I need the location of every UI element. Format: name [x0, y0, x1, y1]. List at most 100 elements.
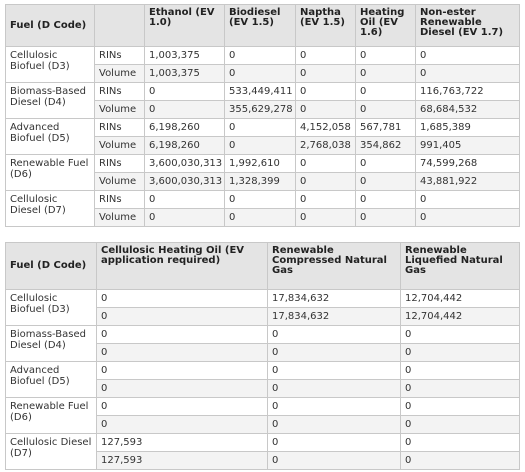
value-cell: 0: [295, 82, 356, 101]
value-cell: 0: [224, 136, 296, 155]
value-cell: 0: [267, 361, 401, 380]
value-cell: 0: [144, 208, 225, 227]
value-cell: 17,834,632: [267, 307, 401, 326]
rins-label: RINs: [94, 82, 145, 101]
value-cell: 0: [96, 361, 268, 380]
table-header-row: Fuel (D Code) Ethanol (EV 1.0) Biodiesel…: [5, 4, 520, 47]
value-cell: 0: [267, 343, 401, 362]
biodiesel-header: Biodiesel (EV 1.5): [224, 4, 296, 47]
value-cell: 12,704,442: [400, 307, 520, 326]
naptha-header: Naptha (EV 1.5): [295, 4, 356, 47]
value-cell: 0: [400, 325, 520, 344]
table-row: Biomass-Based Diesel (D4) RINs 0 533,449,41…: [5, 82, 520, 119]
value-cell: 0: [400, 415, 520, 434]
value-cell: 43,881,922: [415, 172, 520, 191]
value-cell: 0: [267, 433, 401, 452]
heating-oil-header: Heating Oil (EV 1.6): [355, 4, 416, 47]
value-cell: 0: [400, 361, 520, 380]
renewable-cng-header: Renewable Compressed Natural Gas: [267, 242, 401, 290]
value-cell: 0: [355, 208, 416, 227]
value-cell: 0: [400, 343, 520, 362]
value-cell: 0: [224, 64, 296, 83]
value-cell: 127,593: [96, 433, 268, 452]
value-cell: 0: [400, 433, 520, 452]
value-cell: 0: [267, 325, 401, 344]
value-cell: 0: [400, 397, 520, 416]
value-cell: 0: [295, 208, 356, 227]
value-cell: 12,704,442: [400, 289, 520, 308]
value-cell: 533,449,411: [224, 82, 296, 101]
value-cell: 4,152,058: [295, 118, 356, 137]
value-cell: 0: [415, 208, 520, 227]
table-row: Advanced Biofuel (D5) 0 0 0: [5, 361, 520, 398]
value-cell: 355,629,278: [224, 100, 296, 119]
value-cell: 1,685,389: [415, 118, 520, 137]
rin-generation-table-2: Fuel (D Code) Cellulosic Heating Oil (EV…: [5, 242, 520, 470]
volume-label: Volume: [94, 208, 145, 227]
value-cell: 0: [355, 46, 416, 65]
value-cell: 0: [144, 82, 225, 101]
value-cell: 0: [144, 190, 225, 209]
fuel-name-cell: Advanced Biofuel (D5): [5, 118, 95, 155]
table-body: Cellulosic Biofuel (D3) 0 17,834,632 12,704…: [5, 289, 520, 470]
fuel-name-cell: Renewable Fuel (D6): [5, 397, 97, 434]
table-row: Cellulosic Diesel (D7) 127,593 0 0: [5, 433, 520, 470]
fuel-name-cell: Biomass-Based Diesel (D4): [5, 325, 97, 362]
value-cell: 567,781: [355, 118, 416, 137]
value-cell: 2,768,038: [295, 136, 356, 155]
value-cell: 991,405: [415, 136, 520, 155]
value-cell: 116,763,722: [415, 82, 520, 101]
value-cell: 0: [267, 397, 401, 416]
fuel-name-cell: Biomass-Based Diesel (D4): [5, 82, 95, 119]
fuel-name-cell: Cellulosic Biofuel (D3): [5, 289, 97, 326]
value-cell: 0: [355, 172, 416, 191]
rin-generation-table: Fuel (D Code) Ethanol (EV 1.0) Biodiesel…: [5, 4, 520, 227]
table-row: Cellulosic Diesel (D7) RINs 0 0 0 0 0: [5, 190, 520, 227]
value-cell: 0: [295, 190, 356, 209]
value-cell: 0: [267, 451, 401, 470]
value-cell: 3,600,030,313: [144, 172, 225, 191]
value-cell: 1,003,375: [144, 46, 225, 65]
value-cell: 0: [96, 397, 268, 416]
value-cell: 0: [355, 190, 416, 209]
value-cell: 0: [96, 289, 268, 308]
fuel-name-cell: Cellulosic Diesel (D7): [5, 433, 97, 470]
table-row: Volume 0 0 0 0 0: [6, 208, 520, 227]
volume-label: Volume: [94, 64, 145, 83]
renewable-lng-header: Renewable Liquefied Natural Gas: [400, 242, 520, 290]
value-cell: 0: [224, 208, 296, 227]
fuel-name-cell: Cellulosic Diesel (D7): [5, 190, 95, 227]
non-ester-diesel-header: Non-ester Renewable Diesel (EV 1.7): [415, 4, 520, 47]
value-cell: 0: [144, 100, 225, 119]
table-row: Cellulosic Biofuel (D3) 0 17,834,632 12,704…: [5, 289, 520, 326]
value-cell: 0: [355, 82, 416, 101]
value-cell: 0: [96, 379, 268, 398]
value-cell: 0: [96, 415, 268, 434]
value-cell: 354,862: [355, 136, 416, 155]
fuel-header: Fuel (D Code): [5, 4, 95, 47]
value-cell: 0: [96, 343, 268, 362]
fuel-name-cell: Cellulosic Biofuel (D3): [5, 46, 95, 83]
rins-label: RINs: [94, 118, 145, 137]
value-cell: 1,003,375: [144, 64, 225, 83]
volume-label: Volume: [94, 172, 145, 191]
value-cell: 6,198,260: [144, 136, 225, 155]
value-cell: 3,600,030,313: [144, 154, 225, 173]
table-row: Cellulosic Biofuel (D3) RINs 1,003,375 0 0 0 0: [5, 46, 520, 83]
value-cell: 0: [355, 100, 416, 119]
value-cell: 0: [224, 118, 296, 137]
value-cell: 6,198,260: [144, 118, 225, 137]
value-cell: 127,593: [96, 451, 268, 470]
value-cell: 17,834,632: [267, 289, 401, 308]
value-cell: 0: [415, 190, 520, 209]
value-cell: 0: [415, 64, 520, 83]
value-cell: 0: [224, 190, 296, 209]
table-row: Volume 3,600,030,313 1,328,399 0 0 43,881,922: [6, 172, 520, 191]
volume-label: Volume: [94, 100, 145, 119]
rins-label: RINs: [94, 46, 145, 65]
value-cell: 0: [295, 100, 356, 119]
value-cell: 0: [355, 64, 416, 83]
ethanol-header: Ethanol (EV 1.0): [144, 4, 225, 47]
table-row: Renewable Fuel (D6) 0 0 0: [5, 397, 520, 434]
